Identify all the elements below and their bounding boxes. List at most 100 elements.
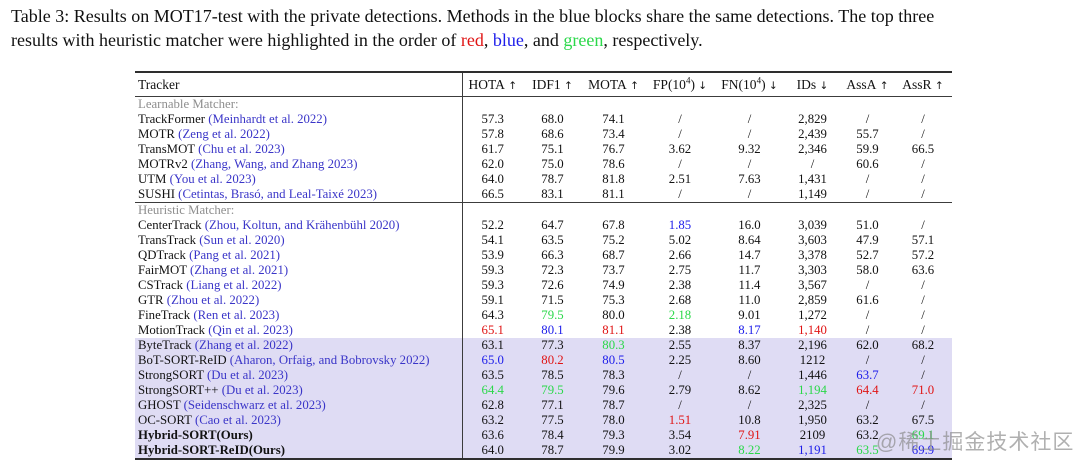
results-table-wrap: Tracker HOTA ↑ IDF1 ↑ MOTA ↑ FP(104) ↓ FN(104… [135,71,952,460]
metric-cell: 64.0 [461,443,523,459]
table-row: BoT-SORT-ReID (Aharon, Orfaig, and Bobro… [135,353,952,368]
down-arrow-icon: ↓ [694,79,708,92]
metric-cell: 2.51 [668,172,692,186]
metric-cell: 78.0 [582,413,645,428]
table-row: TransTrack (Sun et al. 2020) 54.1 63.5 75.2… [135,233,952,248]
metric-cell: 63.1 [461,338,523,353]
citation-link[interactable]: (Zhang et al. 2021) [186,263,289,277]
metric-cell: 1,950 [784,413,841,428]
metric-cell: / [747,157,752,171]
metric-cell: / [841,398,894,413]
metric-cell: / [715,368,784,383]
metric-cell: 74.9 [602,278,625,292]
citation-link[interactable]: (Cetintas, Brasó, and Leal-Taixé 2023) [174,187,377,201]
metric-cell: 64.7 [541,218,564,232]
metric-cell: 78.7 [523,443,582,459]
metric-cell: 63.5 [461,368,523,383]
up-arrow-icon: ↑ [560,79,573,92]
metric-cell: 77.3 [523,338,582,353]
citation-link[interactable]: (Liang et al. 2022) [183,278,282,292]
metric-cell: 8.37 [715,338,784,353]
metric-cell: 8.64 [738,233,761,247]
citation-link[interactable]: (Sun et al. 2020) [196,233,285,247]
metric-cell: / [894,398,952,413]
metric-cell: / [894,368,952,383]
metric-cell: 53.9 [461,248,523,263]
citation-link[interactable]: (Qin et al. 2023) [205,323,293,337]
metric-cell: 3,303 [798,263,827,277]
metric-cell: / [921,278,925,292]
header-metric: FN(104) ↓ [721,75,778,92]
header-metric: AssR ↑ [902,76,944,92]
citation-link[interactable]: (Zhou et al. 2022) [163,293,260,307]
metric-cell: / [678,112,682,126]
metric-cell: 59.9 [856,142,879,156]
citation-link[interactable]: (Cao et al. 2023) [191,413,281,427]
metric-cell: / [715,398,784,413]
tracker-cell: TransMOT (Chu et al. 2023) [135,142,462,157]
citation-link[interactable]: (Du et al. 2023) [218,383,303,397]
citation-link[interactable]: (Du et al. 2023) [203,368,289,382]
metric-cell: / [865,323,870,337]
tracker-name: UTM [138,172,167,186]
citation-link[interactable]: (Zhang et al. 2022) [191,338,293,352]
metric-cell: 1,446 [784,368,841,383]
metric-cell: 11.4 [738,278,761,292]
tracker-cell: MOTR (Zeng et al. 2022) [135,127,462,142]
tracker-name: SUSHI [138,187,175,201]
citation-link[interactable]: (Zeng et al. 2022) [174,127,270,141]
metric-cell: 62.8 [461,398,523,413]
table-body: Learnable Matcher: TrackFormer (Meinhardt… [135,96,952,459]
metric-cell: 54.1 [461,233,523,248]
header-metric: FP(104) ↓ [652,75,708,92]
citation-link[interactable]: (Pang et al. 2021) [185,248,281,262]
table-row: MotionTrack (Qin et al. 2023) 65.1 80.1 81.… [135,323,952,338]
metric-cell: 65.0 [461,353,523,368]
table-row: MOTRv2 (Zhang, Wang, and Zhang 2023) 62.0… [135,157,952,172]
metric-cell: 2.18 [668,308,692,322]
citation-link[interactable]: (Aharon, Orfaig, and Bobrovsky 2022) [226,353,430,367]
tracker-cell: TransTrack (Sun et al. 2020) [135,233,462,248]
metric-cell: 7.91 [715,428,784,443]
tracker-cell: TrackFormer (Meinhardt et al. 2022) [135,112,462,127]
metric-cell: 10.8 [715,413,784,428]
metric-cell: 52.2 [461,218,523,233]
metric-cell: 2.68 [668,293,692,307]
metric-cell: 57.8 [461,127,523,142]
tracker-cell: MotionTrack (Qin et al. 2023) [135,323,462,338]
metric-cell: 66.5 [461,187,523,203]
metric-cell: 81.8 [602,172,625,186]
tracker-name: FineTrack [138,308,191,322]
citation-link[interactable]: (Meinhardt et al. 2022) [205,112,327,126]
metric-cell: 1,140 [798,323,827,337]
tracker-name: TransMOT [138,142,195,156]
citation-link[interactable]: (You et al. 2023) [166,172,256,186]
citation-link[interactable]: (Ren et al. 2023) [190,308,280,322]
metric-cell: 79.9 [582,443,645,459]
header-metric: MOTA ↑ [588,76,639,92]
metric-cell: 16.0 [738,218,761,232]
metric-cell: 59.1 [461,293,523,308]
metric-cell: 69.1 [894,428,952,443]
metric-cell: 67.8 [602,218,625,232]
metric-cell: 62.0 [461,157,523,172]
down-arrow-icon: ↓ [765,79,778,92]
table-row: CSTrack (Liang et al. 2022) 59.3 72.6 74.9 2… [135,278,952,293]
metric-cell: / [865,187,870,201]
up-arrow-icon: ↑ [876,79,889,92]
metric-cell: 64.4 [841,383,894,398]
caption-green-word: green [563,30,604,50]
metric-cell: 2,325 [784,398,841,413]
citation-link[interactable]: (Chu et al. 2023) [194,142,285,156]
metric-cell: 68.6 [541,127,564,141]
metric-cell: / [894,353,952,368]
metric-cell: 1,272 [798,308,827,322]
table-row: SUSHI (Cetintas, Brasó, and Leal-Taixé 2… [135,187,952,203]
metric-cell: 61.7 [461,142,523,157]
citation-link[interactable]: (Seidenschwarz et al. 2023) [180,398,326,412]
tracker-name: CSTrack [138,278,184,292]
citation-link[interactable]: (Zhou, Koltun, and Krähenbühl 2020) [201,218,400,232]
citation-link[interactable]: (Zhang, Wang, and Zhang 2023) [187,157,358,171]
tracker-cell: QDTrack (Pang et al. 2021) [135,248,462,263]
metric-cell: 63.7 [841,368,894,383]
